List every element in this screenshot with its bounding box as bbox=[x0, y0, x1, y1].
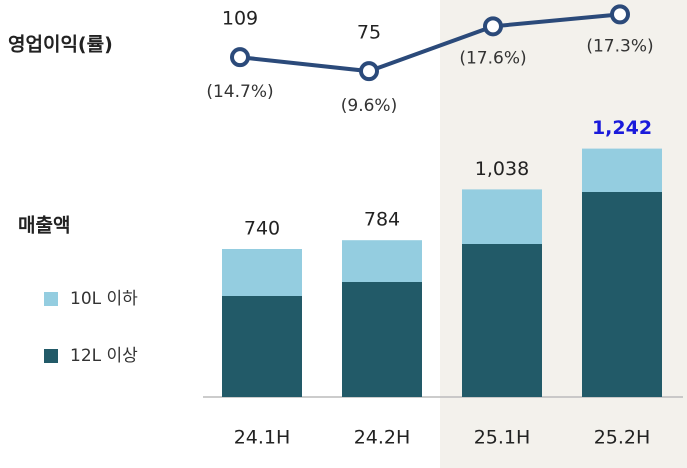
row-label: 매출액 bbox=[18, 215, 70, 237]
bar-segment bbox=[462, 189, 542, 244]
margin-label: (17.3%) bbox=[586, 36, 653, 56]
legend-swatch bbox=[44, 292, 58, 306]
legend-label: 12L 이상 bbox=[70, 346, 138, 366]
total-label: 784 bbox=[364, 209, 400, 231]
bar-segment bbox=[342, 282, 422, 397]
bar-segment bbox=[222, 296, 302, 397]
legend-label: 10L 이하 bbox=[70, 289, 138, 309]
total-label: 1,038 bbox=[475, 158, 529, 180]
profit-marker bbox=[359, 61, 379, 82]
profit-label: 75 bbox=[357, 22, 381, 44]
bar-segment bbox=[222, 249, 302, 296]
bar-segment bbox=[462, 244, 542, 397]
total-label: 740 bbox=[244, 218, 280, 240]
legend-swatch bbox=[44, 349, 58, 363]
x-tick-label: 24.1H bbox=[234, 427, 291, 449]
x-tick-label: 25.1H bbox=[474, 427, 531, 449]
margin-label: (14.7%) bbox=[206, 82, 273, 102]
x-tick-label: 24.2H bbox=[354, 427, 411, 449]
margin-label: (9.6%) bbox=[341, 96, 397, 116]
margin-label: (17.6%) bbox=[459, 48, 526, 68]
profit-marker bbox=[230, 47, 250, 68]
bar-segment bbox=[342, 240, 422, 282]
profit-marker bbox=[483, 16, 503, 37]
bar-segment bbox=[582, 192, 662, 397]
total-label: 1,242 bbox=[592, 117, 652, 139]
profit-label: 109 bbox=[222, 8, 258, 30]
profit-marker bbox=[610, 4, 630, 25]
row-label: 영업이익(률) bbox=[8, 34, 113, 56]
bar-segment bbox=[582, 148, 662, 192]
profit-line bbox=[239, 12, 621, 74]
x-tick-label: 25.2H bbox=[594, 427, 651, 449]
